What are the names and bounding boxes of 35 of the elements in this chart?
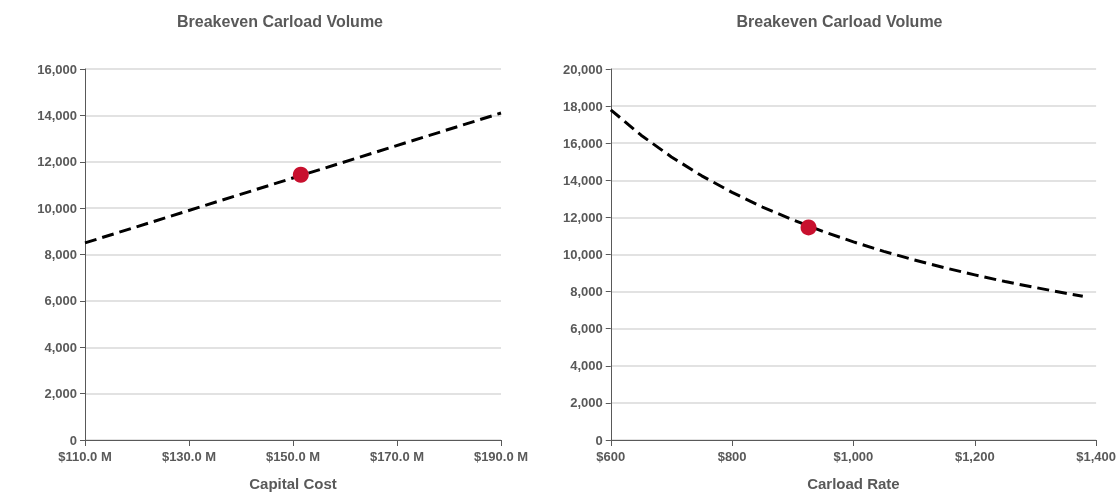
y-tick-label: 6,000 — [44, 293, 77, 309]
x-tick-label: $170.0 M — [369, 449, 425, 464]
y-tick-label: 8,000 — [44, 247, 77, 262]
y-tick-label: 8,000 — [570, 284, 603, 300]
y-tick-label: 14,000 — [37, 107, 77, 123]
y-tick-label: 10,000 — [37, 200, 77, 216]
x-tick-label: $1,400 — [1076, 449, 1116, 464]
x-tick-label: $1,200 — [954, 449, 995, 464]
x-axis-title: Capital Cost — [249, 475, 337, 492]
x-tick-label: $110.0 M — [58, 449, 112, 464]
y-tick-label: 6,000 — [570, 321, 603, 337]
y-tick-label: 0 — [69, 432, 77, 448]
x-tick-label: $600 — [596, 449, 626, 464]
chart-title: Breakeven Carload Volume — [736, 12, 943, 30]
y-tick-label: 16,000 — [37, 61, 77, 77]
y-tick-label: 12,000 — [37, 154, 77, 170]
x-tick-label: $150.0 M — [265, 449, 321, 464]
y-tick-label: 10,000 — [563, 247, 603, 262]
y-tick-label: 4,000 — [44, 339, 77, 355]
y-tick-label: 0 — [595, 432, 603, 448]
y-tick-label: 20,000 — [563, 61, 603, 77]
y-tick-label: 4,000 — [570, 358, 603, 374]
x-axis-title: Carload Rate — [807, 475, 900, 492]
y-tick-label: 2,000 — [44, 386, 77, 402]
y-tick-label: 2,000 — [570, 395, 603, 411]
line-series — [609, 108, 1085, 298]
y-tick-label: 14,000 — [563, 172, 603, 188]
y-tick-label: 16,000 — [563, 135, 603, 151]
chart-title: Breakeven Carload Volume — [176, 12, 384, 30]
x-tick-label: $130.0 M — [161, 449, 217, 464]
y-tick-label: 18,000 — [563, 98, 603, 114]
y-tick-label: 12,000 — [563, 209, 603, 225]
x-tick-label: $190.0 M — [473, 449, 529, 464]
x-tick-label: $800 — [717, 449, 747, 464]
x-tick-label: $1,000 — [833, 449, 874, 464]
